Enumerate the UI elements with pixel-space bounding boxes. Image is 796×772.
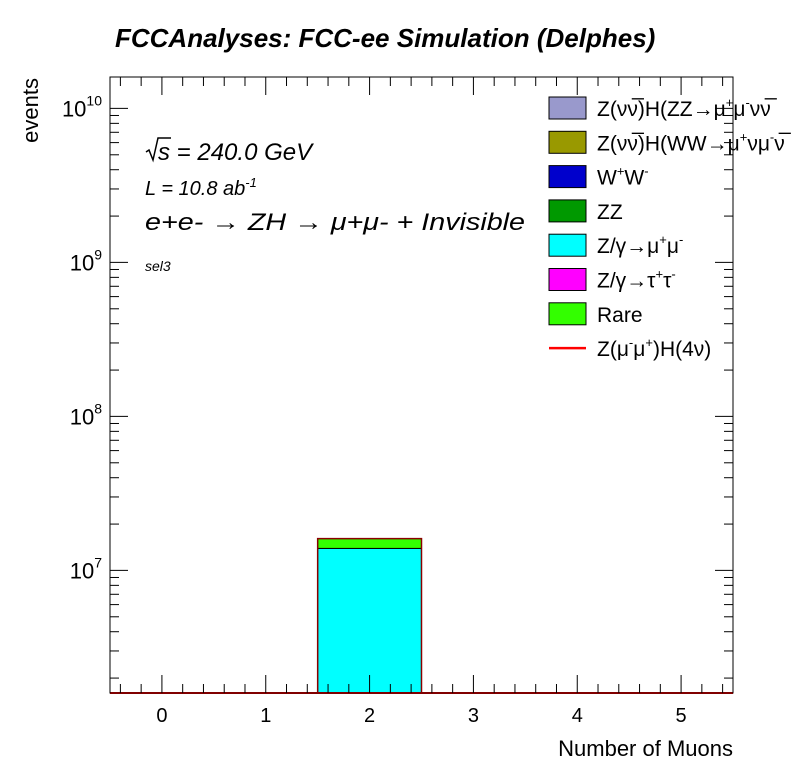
annotations: s = 240.0 GeV L = 10.8 ab-1 e+e- → ZH → … xyxy=(145,137,525,274)
stack-outline xyxy=(110,537,733,694)
process-annotation: e+e- → ZH → μ+μ- + Invisible xyxy=(145,209,525,236)
legend: Z(νν̅)H(ZZ→μ+μ-νν̅ Z(νν̅)H(WW→μ+νμ-ν̅ W+W-… xyxy=(548,95,792,361)
legend-label: Rare xyxy=(597,304,643,327)
sqrt-icon xyxy=(145,137,171,163)
legend-label: W+W- xyxy=(597,164,649,190)
legend-label: Z/γ→μ+μ- xyxy=(597,232,683,258)
legend-swatch xyxy=(548,302,587,326)
legend-swatch xyxy=(548,130,587,154)
x-tick-label: 1 xyxy=(260,705,271,727)
y-tick-label: 107 xyxy=(70,554,102,583)
axis-ticks xyxy=(110,77,733,693)
bar-bin2-series4 xyxy=(317,547,422,694)
x-tick-label: 3 xyxy=(468,705,479,727)
legend-label: Z(νν̅)H(WW→μ+νμ-ν̅ xyxy=(597,129,792,155)
x-tick-label: 4 xyxy=(572,705,583,727)
x-tick-label: 0 xyxy=(156,705,167,727)
axis-tick-labels: 0 1 2 3 4 5 107 108 109 1010 xyxy=(62,92,687,727)
energy-annotation: s = 240.0 GeV xyxy=(158,139,314,166)
legend-swatch xyxy=(548,165,587,189)
legend-label: ZZ xyxy=(597,201,623,224)
y-tick-label: 108 xyxy=(70,400,102,429)
legend-label: Z/γ→τ+τ- xyxy=(597,267,676,293)
selection-annotation: sel3 xyxy=(145,258,171,274)
histogram-bars xyxy=(110,537,733,694)
x-tick-label: 5 xyxy=(676,705,687,727)
y-tick-label: 109 xyxy=(70,246,102,275)
legend-swatch xyxy=(548,233,587,257)
y-axis-label: events xyxy=(18,78,43,143)
y-tick-label: 1010 xyxy=(62,92,102,121)
chart-title: FCCAnalyses: FCC-ee Simulation (Delphes) xyxy=(115,23,655,53)
luminosity-annotation: L = 10.8 ab-1 xyxy=(145,175,257,200)
plot-frame xyxy=(109,76,734,694)
legend-label: Z(νν̅)H(ZZ→μ+μ-νν̅ xyxy=(597,95,778,121)
legend-label: Z(μ-μ+)H(4ν) xyxy=(597,335,711,361)
legend-swatch xyxy=(548,268,587,291)
bar-bin2-series6 xyxy=(317,538,422,549)
legend-swatch xyxy=(548,199,587,223)
x-tick-label: 2 xyxy=(364,705,375,727)
luminosity-text: L = 10.8 ab xyxy=(145,178,245,200)
luminosity-exponent: -1 xyxy=(245,175,257,190)
x-axis-label: Number of Muons xyxy=(558,736,733,761)
legend-swatch xyxy=(548,96,587,120)
